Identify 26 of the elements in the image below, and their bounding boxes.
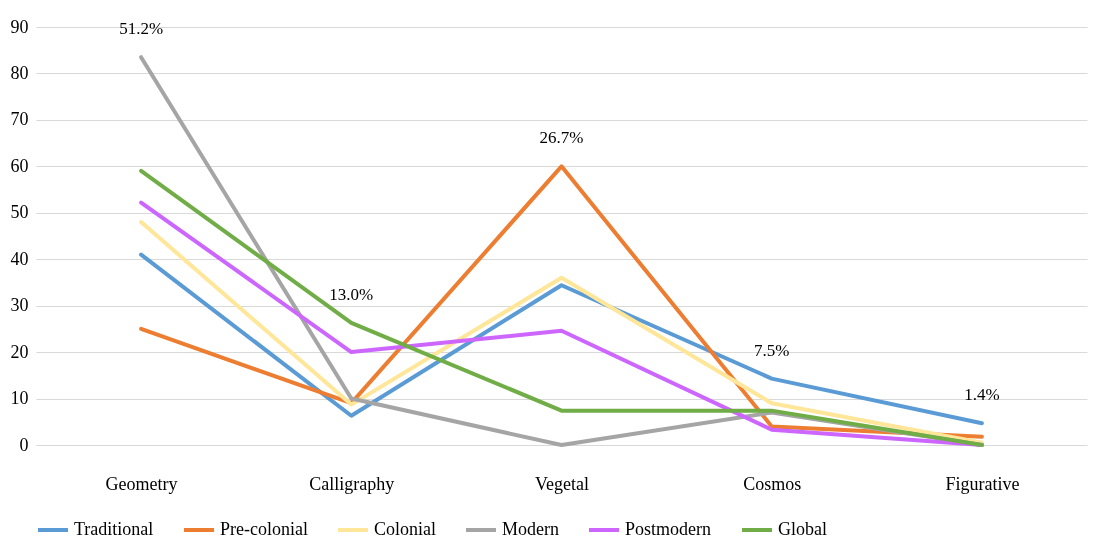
- legend-label: Modern: [502, 519, 559, 539]
- y-tick-label: 80: [10, 62, 29, 83]
- legend-label: Traditional: [74, 519, 154, 539]
- y-tick-label: 60: [10, 155, 29, 176]
- x-tick-label: Vegetal: [535, 473, 589, 494]
- legend-label: Global: [778, 519, 827, 539]
- annotation: 26.7%: [539, 128, 584, 148]
- annotation: 7.5%: [753, 340, 790, 360]
- annotation: 13.0%: [329, 284, 374, 304]
- legend-label: Pre-colonial: [220, 519, 308, 539]
- legend-label: Colonial: [374, 519, 436, 539]
- y-tick-label: 0: [19, 434, 29, 455]
- y-tick-label: 90: [10, 16, 29, 37]
- y-tick-label: 70: [10, 109, 29, 130]
- x-tick-label: Calligraphy: [309, 473, 395, 494]
- y-tick-label: 10: [10, 388, 29, 409]
- annotation: 1.4%: [964, 385, 1000, 405]
- y-tick-label: 20: [10, 341, 29, 362]
- x-tick-label: Geometry: [105, 473, 178, 494]
- y-tick-label: 50: [10, 202, 29, 223]
- x-tick-label: Cosmos: [743, 473, 802, 494]
- x-tick-label: Figurative: [945, 473, 1020, 494]
- y-tick-label: 40: [10, 248, 29, 269]
- annotation: 51.2%: [119, 19, 164, 39]
- legend-label: Postmodern: [625, 519, 712, 539]
- y-tick-label: 30: [10, 295, 29, 316]
